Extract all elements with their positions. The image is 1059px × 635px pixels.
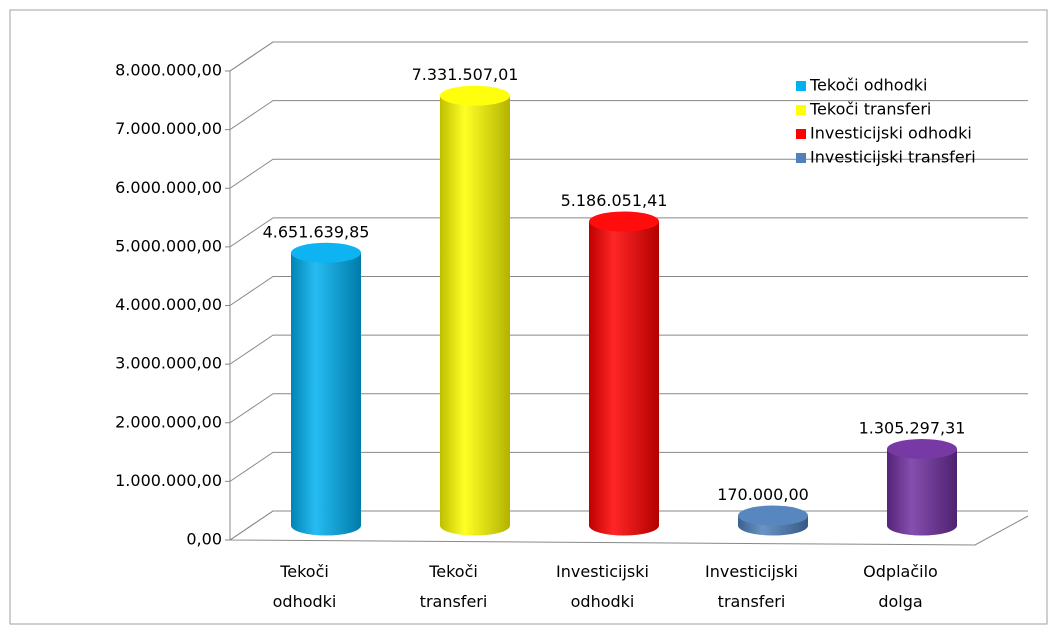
y-tick-label: 6.000.000,00 [115, 178, 222, 197]
x-tick-label: Investicijski odhodki [556, 562, 649, 611]
value-label: 170.000,00 [717, 485, 809, 504]
legend-label: Investicijski odhodki [810, 124, 972, 143]
grid-line [229, 41, 1028, 72]
grid-line [229, 276, 1028, 306]
x-tick-label: Odplačilo dolga [863, 562, 938, 611]
bar-top [440, 85, 510, 106]
legend-swatch [796, 153, 806, 163]
bar-body [440, 95, 510, 536]
legend-label: Tekoči odhodki [809, 76, 927, 95]
y-tick-label: 8.000.000,00 [115, 61, 222, 80]
y-tick-label: 1.000.000,00 [115, 471, 222, 490]
grid-line [229, 217, 1028, 248]
bar-body [291, 252, 361, 536]
bar [738, 505, 808, 536]
x-tick-label: Investicijski transferi [705, 562, 798, 611]
y-tick-label: 3.000.000,00 [115, 354, 222, 373]
bar-top [738, 505, 808, 526]
legend-swatch [796, 129, 806, 139]
chart-frame [9, 9, 1048, 625]
bar [291, 242, 361, 536]
legend-swatch [796, 105, 806, 115]
bar-top [589, 211, 659, 232]
y-tick-label: 4.000.000,00 [115, 295, 222, 314]
value-label: 5.186.051,41 [561, 191, 668, 210]
legend-swatch [796, 81, 806, 91]
value-label: 1.305.297,31 [859, 418, 966, 437]
bar [440, 85, 510, 536]
bar [589, 211, 659, 536]
bar-body [589, 221, 659, 536]
bar-top [887, 438, 957, 459]
y-tick-label: 5.000.000,00 [115, 236, 222, 255]
x-tick-label: Tekoči odhodki [273, 562, 337, 611]
grid-line [229, 334, 1028, 365]
grid-line [229, 451, 1028, 482]
y-tick-label: 0,00 [186, 530, 222, 549]
grid-line [229, 100, 1028, 131]
y-tick-label: 2.000.000,00 [115, 412, 222, 431]
grid-line [229, 158, 1028, 189]
bar [887, 438, 957, 536]
bar-body [887, 448, 957, 536]
value-label: 7.331.507,01 [412, 65, 519, 84]
legend-label: Tekoči transferi [809, 100, 931, 119]
legend-label: Investicijski transferi [810, 148, 976, 167]
bar-top [291, 242, 361, 263]
x-tick-label: Tekoči transferi [420, 562, 488, 611]
value-label: 4.651.639,85 [263, 222, 370, 241]
grid-line [229, 393, 1028, 424]
y-tick-label: 7.000.000,00 [115, 119, 222, 138]
